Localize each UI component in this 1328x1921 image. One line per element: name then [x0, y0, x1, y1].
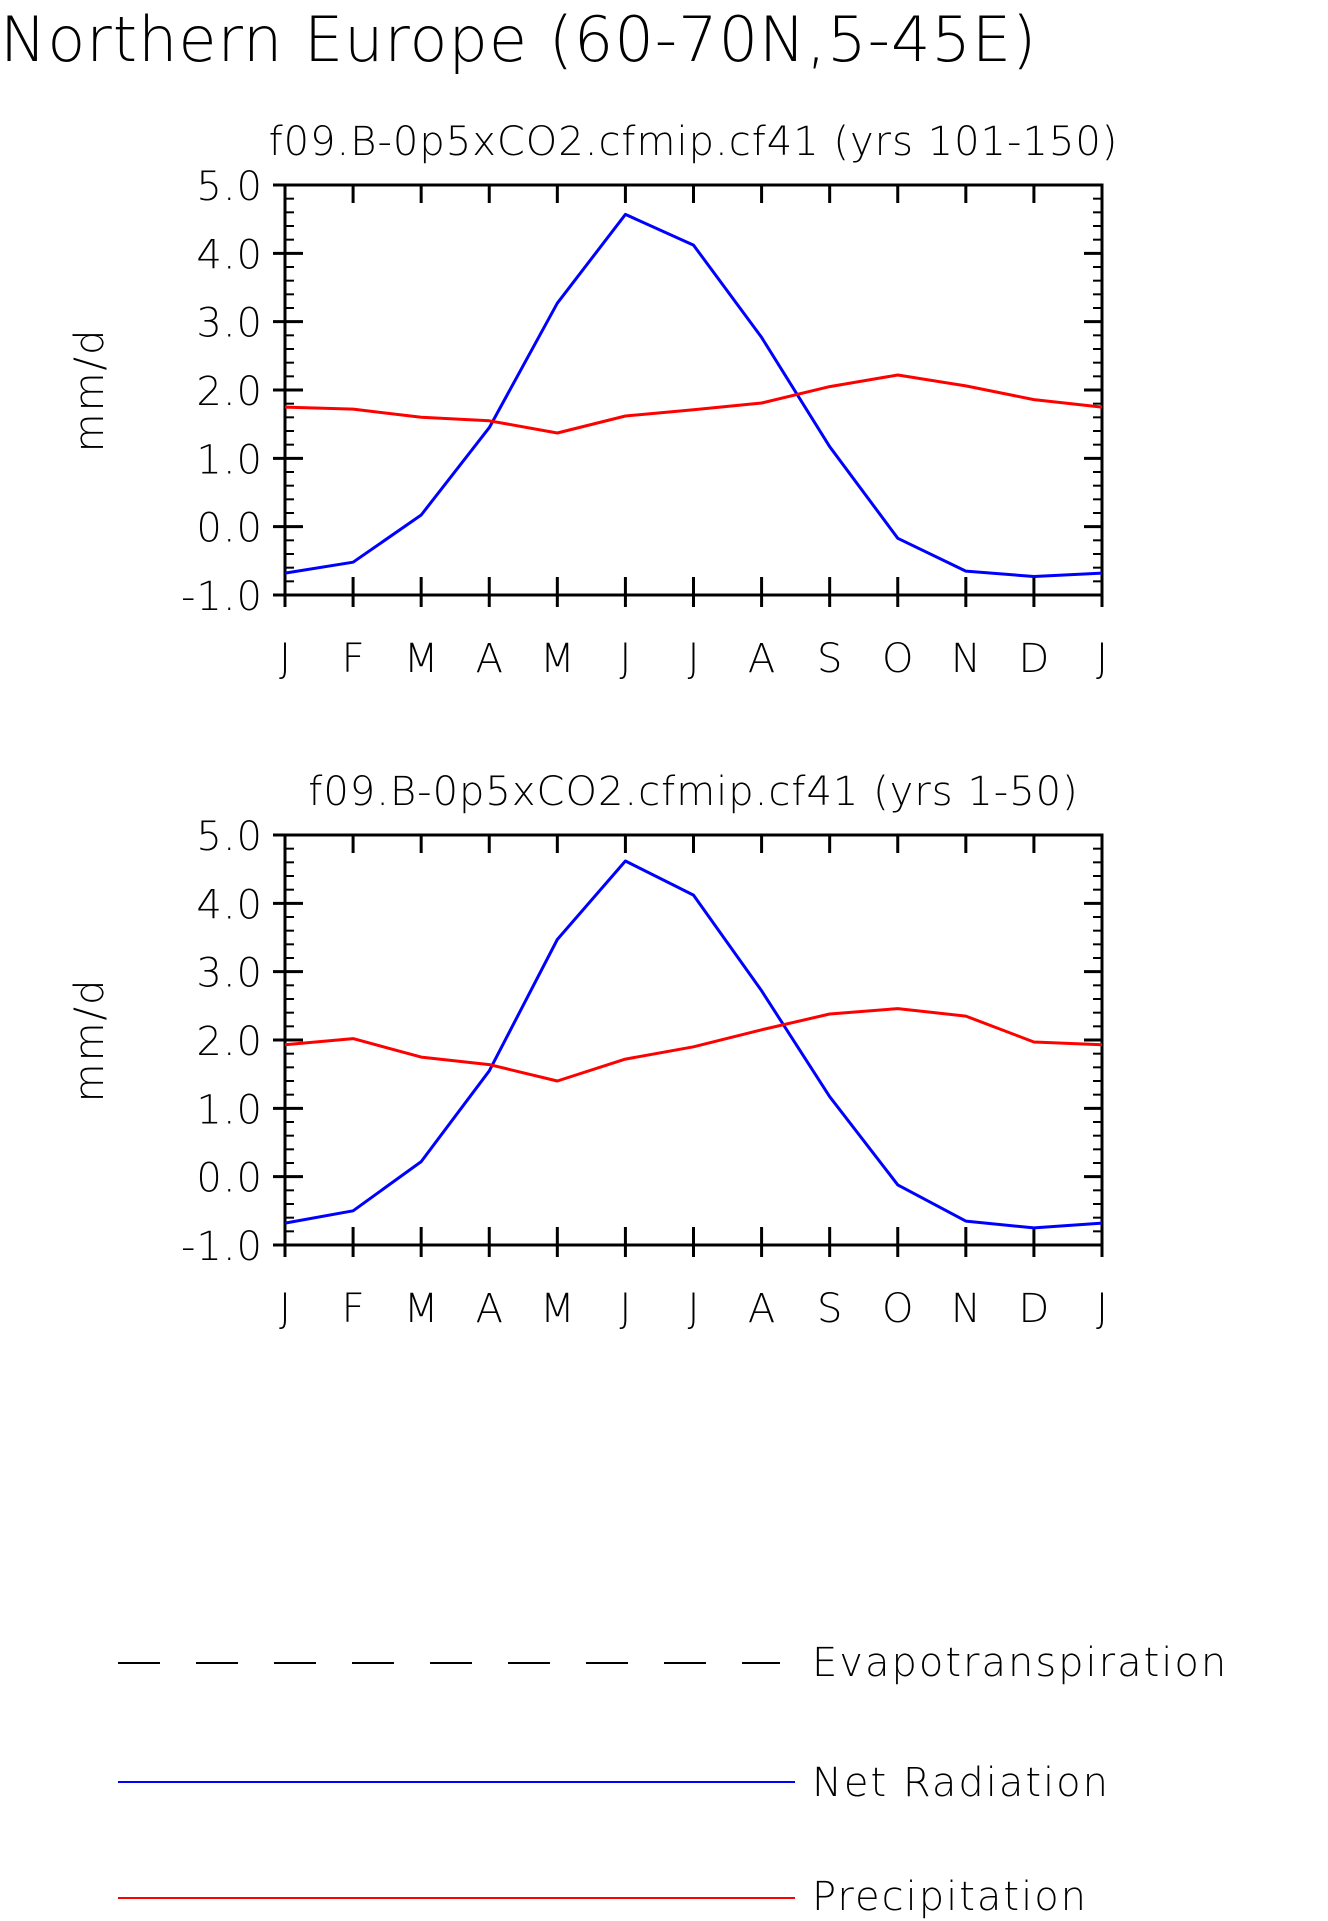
x-tick-label: F: [342, 636, 365, 682]
legend-label-net-radiation: Net Radiation: [812, 1760, 1110, 1806]
y-tick-label: 4.0: [196, 232, 263, 278]
chart-panel-bottom: f09.B-0p5xCO2.cfmip.cf41 (yrs 1-50) mm/d -…: [67, 769, 1108, 1332]
x-tick-label: D: [1019, 1286, 1050, 1332]
chart-title: f09.B-0p5xCO2.cfmip.cf41 (yrs 101-150): [269, 119, 1119, 165]
legend-item-evapotranspiration: Evapotranspiration: [118, 1640, 1228, 1686]
y-tick-label: 2.0: [196, 1019, 263, 1065]
x-tick-label: D: [1019, 636, 1050, 682]
x-tick-label: M: [540, 1286, 575, 1332]
legend: Evapotranspiration Net Radiation Precipi…: [118, 1640, 1228, 1920]
x-tick-label: O: [882, 1286, 913, 1332]
y-tick-label: 1.0: [196, 437, 263, 483]
x-tick-label: M: [404, 1286, 439, 1332]
y-axis-label: mm/d: [67, 328, 113, 453]
x-tick-label: A: [748, 636, 775, 682]
x-tick-label: J: [688, 636, 700, 682]
x-tick-label: J: [688, 1286, 700, 1332]
y-tick-label: 0.0: [196, 506, 263, 552]
y-axis-label: mm/d: [67, 978, 113, 1103]
series-line-net-radiation: [284, 212, 1103, 578]
x-tick-label: N: [951, 1286, 981, 1332]
x-tick-label: A: [476, 636, 503, 682]
x-tick-label: M: [404, 636, 439, 682]
x-tick-label: S: [817, 1286, 842, 1332]
y-tick-label: 5.0: [196, 164, 263, 210]
x-tick-label: J: [620, 1286, 632, 1332]
x-tick-label: A: [748, 1286, 775, 1332]
x-tick-label: S: [817, 636, 842, 682]
x-tick-label: J: [279, 636, 291, 682]
y-tick-label: 4.0: [196, 882, 263, 928]
y-tick-label: -1.0: [181, 574, 263, 620]
y-tick-label: -1.0: [181, 1224, 263, 1270]
legend-label-evapotranspiration: Evapotranspiration: [812, 1640, 1228, 1686]
x-tick-label: A: [476, 1286, 503, 1332]
legend-item-net-radiation: Net Radiation: [118, 1760, 1110, 1806]
x-tick-label: J: [620, 636, 632, 682]
series-line-precipitation: [284, 1007, 1103, 1083]
chart-panel-top: f09.B-0p5xCO2.cfmip.cf41 (yrs 101-150) mm…: [67, 119, 1119, 682]
series-line-net-radiation: [284, 859, 1103, 1230]
legend-item-precipitation: Precipitation: [118, 1874, 1088, 1920]
x-tick-label: J: [279, 1286, 291, 1332]
y-tick-label: 1.0: [196, 1087, 263, 1133]
series-line-precipitation: [284, 373, 1103, 435]
page-title: Northern Europe (60-70N,5-45E): [0, 3, 1038, 76]
legend-label-precipitation: Precipitation: [812, 1874, 1088, 1920]
x-tick-label: N: [951, 636, 981, 682]
x-tick-label: M: [540, 636, 575, 682]
y-tick-label: 0.0: [196, 1156, 263, 1202]
y-tick-label: 2.0: [196, 369, 263, 415]
y-tick-label: 3.0: [196, 301, 263, 347]
x-tick-label: F: [342, 1286, 365, 1332]
y-tick-label: 3.0: [196, 951, 263, 997]
x-tick-label: J: [1096, 636, 1108, 682]
chart-title: f09.B-0p5xCO2.cfmip.cf41 (yrs 1-50): [308, 769, 1078, 815]
x-tick-label: O: [882, 636, 913, 682]
x-tick-label: J: [1096, 1286, 1108, 1332]
y-tick-label: 5.0: [196, 814, 263, 860]
